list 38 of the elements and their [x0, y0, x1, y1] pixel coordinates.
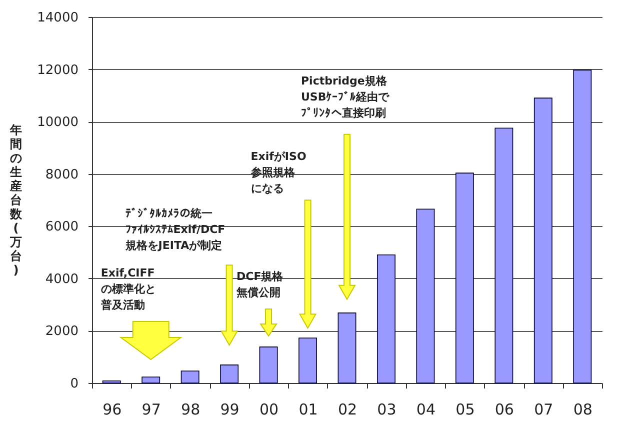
x-tick-label: 00: [259, 400, 279, 418]
y-tick-label: 12000: [37, 62, 78, 78]
x-tick-label: 98: [181, 400, 200, 418]
x-tick-label: 96: [102, 400, 122, 418]
annotation: Exif,CIFFの標準化と普及活動: [100, 266, 156, 312]
bar: [455, 172, 474, 384]
bar: [494, 128, 514, 384]
x-tick-label: 97: [142, 400, 161, 418]
y-tick-label: 14000: [37, 10, 78, 26]
y-tick-label: 10000: [37, 115, 78, 130]
bar: [180, 370, 200, 384]
y-tick-label: 0: [70, 376, 78, 392]
bar: [338, 312, 356, 384]
annotation: Pictbridge規格USBｹｰﾌﾞﾙ経由でﾌﾟﾘﾝﾀへ直接印刷: [301, 74, 390, 120]
x-tick-label: 05: [456, 400, 475, 418]
bar: [377, 254, 396, 384]
y-tick-label: 4000: [45, 272, 78, 287]
x-tick-label: 04: [416, 400, 436, 418]
bar: [534, 98, 552, 384]
annotation: ﾃﾞｼﾞﾀﾙｶﾒﾗの統一ﾌｧｲﾙｼｽﾃﾑExif/DCF規格をJEITAが制定: [124, 207, 226, 252]
text: 年間の生産台数(万台): [10, 123, 22, 277]
x-tick-label: 02: [338, 400, 358, 418]
bar: [573, 70, 592, 384]
x-tick-label: 01: [298, 400, 318, 418]
x-tick-label: 06: [494, 400, 514, 418]
x-tick-label: 99: [220, 400, 240, 418]
y-tick-label: 2000: [45, 324, 78, 340]
x-tick-label: 07: [534, 400, 554, 418]
bar: [102, 380, 121, 384]
bar: [416, 208, 435, 384]
x-tick-label: 08: [573, 400, 592, 418]
bar: [298, 338, 317, 384]
bar: [259, 346, 278, 384]
bar: [220, 364, 239, 384]
y-tick-label: 6000: [45, 220, 78, 235]
y-tick-label: 8000: [45, 167, 78, 182]
bar: [142, 376, 160, 384]
x-tick-label: 03: [377, 400, 396, 418]
